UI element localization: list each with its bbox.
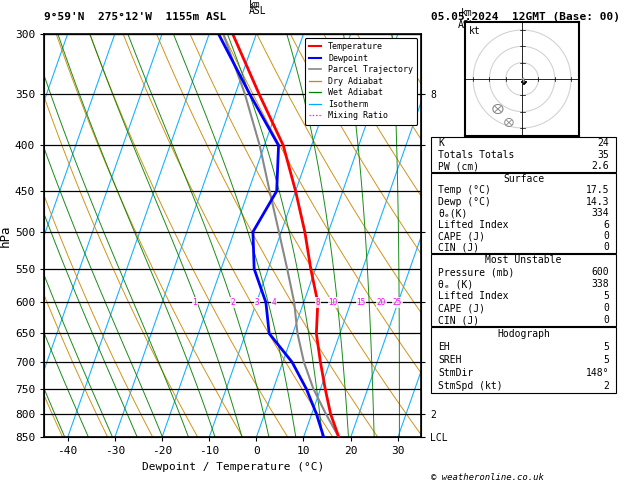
Text: PW (cm): PW (cm) [438,161,479,171]
Text: CAPE (J): CAPE (J) [438,231,486,241]
Text: θₑ(K): θₑ(K) [438,208,468,218]
Text: Temp (°C): Temp (°C) [438,185,491,195]
Text: 0: 0 [603,243,609,253]
Text: CAPE (J): CAPE (J) [438,303,486,313]
Text: 17.5: 17.5 [586,185,609,195]
Text: 338: 338 [591,279,609,289]
Text: $\bigotimes$: $\bigotimes$ [503,116,515,129]
Text: 0: 0 [603,303,609,313]
Text: Hodograph: Hodograph [497,329,550,339]
Text: 20: 20 [377,298,386,307]
Text: 05.05.2024  12GMT (Base: 00): 05.05.2024 12GMT (Base: 00) [431,12,620,22]
Text: km: km [248,0,260,10]
Text: Dewp (°C): Dewp (°C) [438,197,491,207]
Text: 25: 25 [392,298,402,307]
Text: $\bigotimes$: $\bigotimes$ [491,102,504,116]
Y-axis label: hPa: hPa [0,225,12,247]
Text: Pressure (mb): Pressure (mb) [438,267,515,277]
Text: km
ASL: km ASL [458,8,476,30]
X-axis label: Dewpoint / Temperature (°C): Dewpoint / Temperature (°C) [142,462,324,472]
Text: 0: 0 [603,315,609,325]
Text: 1: 1 [192,298,198,307]
Text: Most Unstable: Most Unstable [486,255,562,265]
Text: Surface: Surface [503,174,544,184]
Text: 9°59'N  275°12'W  1155m ASL: 9°59'N 275°12'W 1155m ASL [44,12,226,22]
Text: Lifted Index: Lifted Index [438,291,509,301]
FancyBboxPatch shape [431,254,616,326]
Text: Totals Totals: Totals Totals [438,150,515,159]
Text: 2: 2 [231,298,235,307]
Text: 5: 5 [603,291,609,301]
Text: θₑ (K): θₑ (K) [438,279,474,289]
Text: kt: kt [469,26,480,36]
Text: 10: 10 [328,298,338,307]
FancyBboxPatch shape [431,327,616,393]
Text: StmSpd (kt): StmSpd (kt) [438,381,503,391]
Text: 3: 3 [254,298,259,307]
Text: 6: 6 [603,220,609,229]
Text: 35: 35 [598,150,609,159]
Text: SREH: SREH [438,355,462,365]
Text: © weatheronline.co.uk: © weatheronline.co.uk [431,473,543,482]
Text: 5: 5 [603,342,609,352]
FancyBboxPatch shape [431,137,616,172]
Text: 148°: 148° [586,368,609,378]
Text: K: K [438,138,444,148]
Text: 5: 5 [603,355,609,365]
Text: 8: 8 [316,298,320,307]
Text: 4: 4 [272,298,276,307]
Text: 2.6: 2.6 [591,161,609,171]
Text: 0: 0 [603,231,609,241]
Text: ASL: ASL [248,5,266,16]
Text: CIN (J): CIN (J) [438,315,479,325]
Text: Lifted Index: Lifted Index [438,220,509,229]
Text: 334: 334 [591,208,609,218]
Text: 15: 15 [356,298,365,307]
Text: StmDir: StmDir [438,368,474,378]
Text: EH: EH [438,342,450,352]
Text: 14.3: 14.3 [586,197,609,207]
Text: 600: 600 [591,267,609,277]
Text: CIN (J): CIN (J) [438,243,479,253]
Text: 24: 24 [598,138,609,148]
Text: 2: 2 [603,381,609,391]
Legend: Temperature, Dewpoint, Parcel Trajectory, Dry Adiabat, Wet Adiabat, Isotherm, Mi: Temperature, Dewpoint, Parcel Trajectory… [305,38,417,124]
Y-axis label: Mixing Ratio (g/kg): Mixing Ratio (g/kg) [459,180,469,292]
FancyBboxPatch shape [431,173,616,253]
